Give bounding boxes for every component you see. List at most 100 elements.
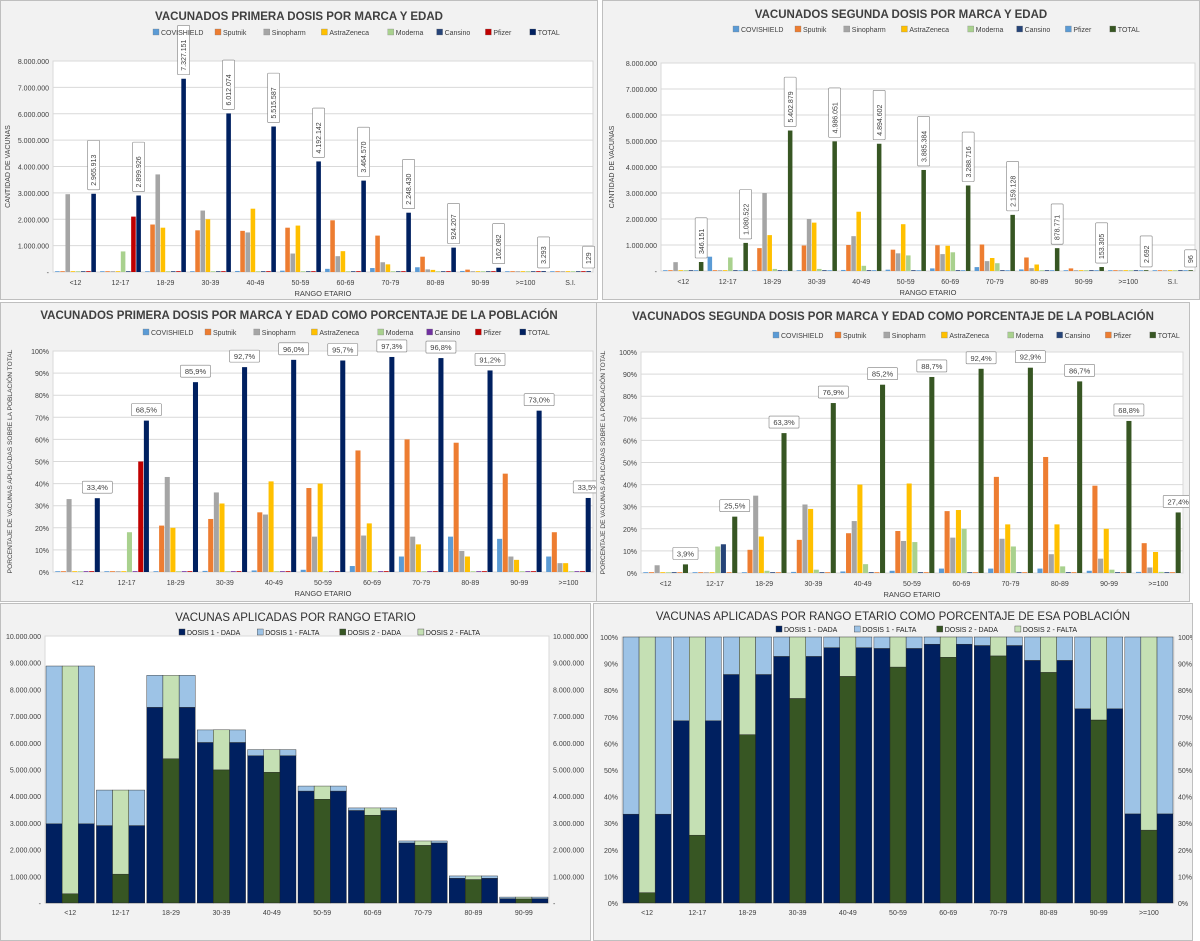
bar-moderna: [470, 571, 476, 572]
bar-sinopharm: [155, 174, 161, 272]
bar-covishield: [349, 566, 355, 572]
x-tick-label: 90-99: [515, 910, 533, 917]
x-tick-label: 12-17: [118, 580, 136, 587]
bar-astrazeneca: [660, 572, 666, 573]
bar-dosis1-falta: [499, 896, 516, 899]
bar-total: [1054, 248, 1060, 271]
bar-covishield: [153, 571, 159, 572]
bar-dosis2-dada: [162, 758, 180, 904]
data-label-text: 76,9%: [823, 388, 845, 397]
bar-covishield: [1152, 270, 1158, 271]
data-label: 2.692: [1139, 235, 1153, 268]
legend-swatch: [253, 328, 260, 336]
bar-sinopharm: [1029, 268, 1034, 271]
bar-covishield: [1063, 270, 1069, 271]
bar-sputnik: [240, 230, 245, 272]
y-tick-label: 90%: [623, 372, 637, 379]
x-tick-label: 30-39: [212, 910, 230, 917]
data-label-text: 3.885.384: [921, 131, 928, 162]
legend-label: DOSIS 1 - DADA: [187, 630, 241, 637]
bar-moderna: [906, 255, 911, 271]
x-tick-label: <12: [660, 581, 672, 588]
y-tick-label-right: 20%: [1178, 848, 1192, 855]
bar-total: [1099, 267, 1104, 271]
y-tick-label-right: 6.000.000: [553, 741, 584, 748]
bar-dosis1-dada: [279, 755, 297, 904]
bar-moderna: [323, 571, 329, 572]
legend-swatch: [1149, 331, 1156, 339]
bar-sputnik: [801, 245, 807, 271]
bar-dosis1-dada: [96, 825, 113, 904]
bar-moderna: [1084, 270, 1089, 271]
legend-swatch: [883, 331, 890, 339]
bar-dosis2-dada: [213, 769, 230, 904]
bar-cansino: [819, 572, 825, 573]
x-tick-label: 18-29: [167, 580, 185, 587]
bar-total: [1188, 270, 1193, 271]
bar-cansino: [1065, 572, 1071, 573]
data-label-box: [828, 87, 841, 138]
bar-moderna: [255, 271, 261, 272]
data-label-box: [402, 158, 415, 209]
y-tick-label: 20%: [623, 527, 637, 534]
bar-pfizer: [775, 572, 781, 573]
x-tick-label: 18-29: [763, 279, 781, 286]
bar-moderna: [568, 571, 574, 572]
legend-label: Cansino: [1065, 333, 1091, 340]
bar-astrazeneca: [1103, 528, 1109, 573]
bar-pfizer: [677, 572, 683, 573]
bar-cansino: [1089, 270, 1094, 271]
y-tick-label: 3.000.000: [10, 821, 41, 828]
legend-swatch: [152, 28, 160, 36]
bar-covishield: [741, 572, 747, 573]
bar-dosis1-dada: [1074, 708, 1091, 904]
y-tick-label: 8.000.000: [10, 687, 41, 694]
bar-covishield: [974, 267, 980, 271]
data-label: 73,0%: [523, 393, 555, 406]
bar-pfizer: [481, 571, 487, 572]
bar-dosis1-falta: [805, 636, 822, 657]
bar-dosis1-falta: [197, 729, 214, 743]
y-tick-label: 80%: [604, 688, 618, 695]
data-label: 3.885.384: [917, 116, 930, 167]
bar-dosis2-dada: [1040, 672, 1057, 904]
bar-pfizer: [446, 271, 451, 272]
bar-sinopharm: [335, 256, 341, 272]
bar-pfizer: [1183, 270, 1188, 271]
bar-sputnik: [420, 256, 425, 272]
bar-dosis2-falta: [990, 636, 1007, 657]
bar-dosis1-dada: [146, 707, 164, 904]
bar-dosis1-falta: [873, 636, 891, 649]
x-tick-label: 90-99: [510, 580, 528, 587]
bar-sputnik: [935, 245, 940, 271]
data-label-box: [783, 76, 797, 127]
y-tick-label: 7.000.000: [10, 714, 41, 721]
bar-moderna: [1109, 569, 1115, 573]
bar-sinopharm: [164, 476, 170, 572]
bar-dosis1-falta: [622, 636, 640, 815]
bar-total: [487, 370, 493, 572]
bar-dosis1-dada: [330, 790, 347, 904]
bar-moderna: [372, 571, 378, 572]
data-label-text: 4.894.602: [877, 104, 884, 135]
bar-cansino: [777, 270, 783, 271]
x-tick-label: 80-89: [464, 910, 482, 917]
data-label: 162.082: [492, 223, 505, 265]
bar-sputnik: [60, 571, 66, 572]
bar-total: [242, 367, 248, 572]
legend-label: Cansino: [435, 330, 461, 337]
bar-astrazeneca: [856, 211, 861, 271]
legend-swatch: [377, 328, 384, 336]
bar-total: [192, 382, 199, 572]
legend-item: COVISHIELD: [732, 25, 783, 34]
data-label: 6.012.074: [222, 59, 235, 110]
bar-sinopharm: [410, 536, 416, 572]
legend-swatch: [485, 28, 492, 36]
bar-sinopharm: [470, 271, 476, 272]
bar-covishield: [841, 269, 846, 271]
x-tick-label: 50-59: [889, 910, 907, 917]
data-label-text: 153.305: [1099, 234, 1106, 259]
legend-swatch: [1065, 25, 1072, 33]
bar-dosis1-dada: [974, 645, 991, 904]
y-tick-label: 4.000.000: [18, 165, 49, 172]
